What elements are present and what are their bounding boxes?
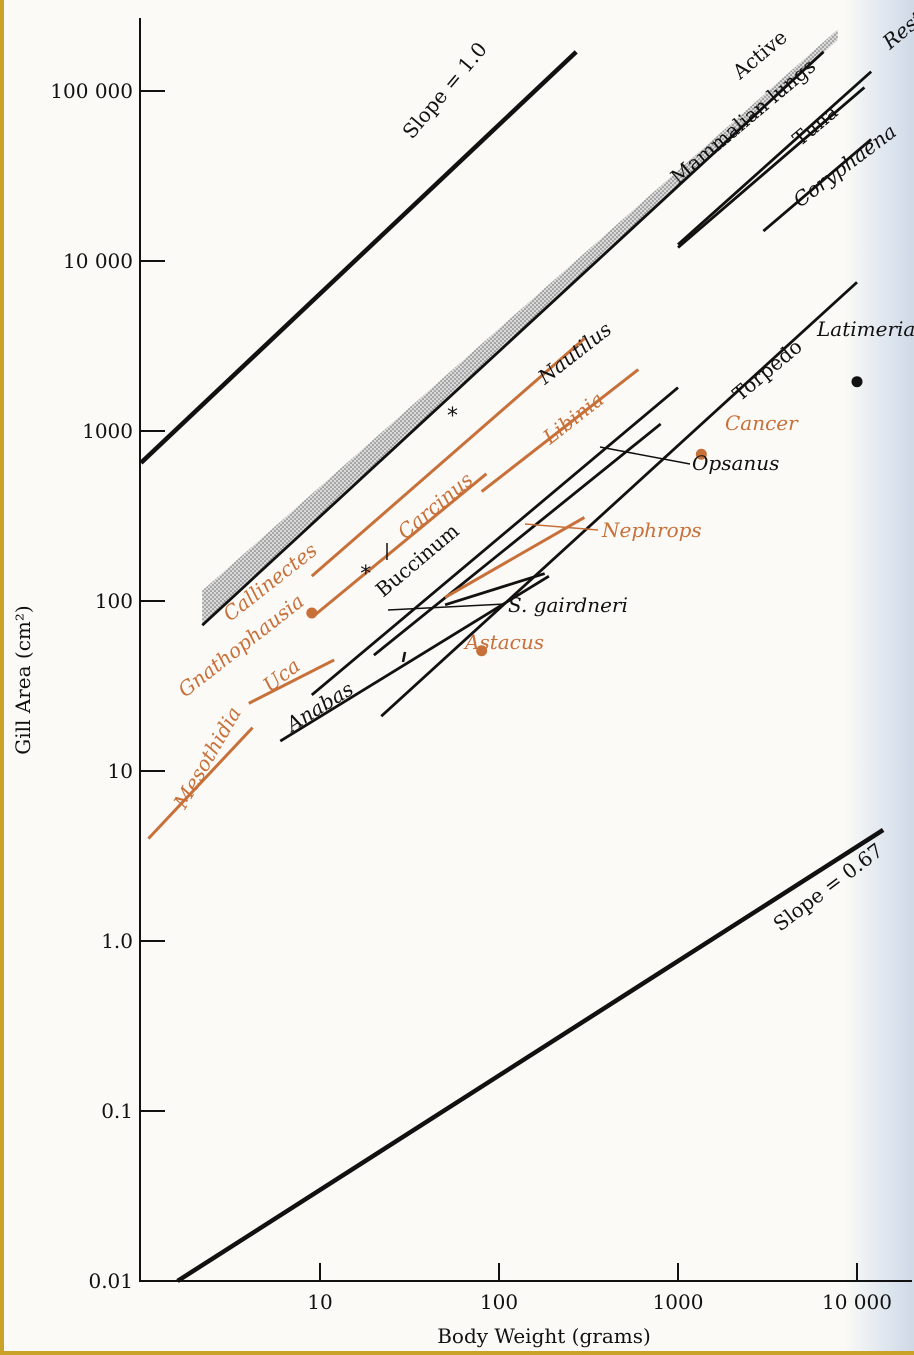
series-line-nephrops — [444, 516, 586, 599]
series-line-callinectes — [310, 337, 586, 578]
lines-layer — [139, 50, 885, 1283]
label-opsanus: Opsanus — [692, 451, 779, 475]
page-edge-shadow — [844, 0, 914, 1351]
series-line-coryphaena — [762, 138, 873, 233]
y-tick-label: 1000 — [82, 419, 133, 443]
leader-lines — [386, 446, 691, 663]
y-tick-label: 100 — [95, 589, 133, 613]
point-cancer — [695, 448, 707, 460]
x-tick-label: 10 000 — [822, 1290, 892, 1314]
label-libinia: Libinia — [538, 387, 609, 450]
ticks — [140, 90, 858, 1282]
labels-layer: Slope = 1.0 Slope = 0.67 Active Mammalia… — [168, 6, 914, 936]
label-tuna: Tuna — [788, 100, 843, 151]
point-latimeria — [851, 376, 863, 388]
label-s-gairdneri: S. gairdneri — [508, 593, 628, 617]
point-buccinum-star: * — [360, 562, 371, 587]
series-line-opsanus — [310, 386, 679, 697]
y-tick-label: 10 000 — [63, 249, 133, 273]
x-tick-label: 100 — [480, 1290, 518, 1314]
points-layer: ** — [306, 376, 863, 657]
page — [4, 0, 914, 1351]
point-astacus — [476, 645, 488, 657]
label-torpedo: Torpedo — [728, 334, 807, 406]
series-line-mesothidia — [147, 726, 254, 840]
series-line-carcinus — [310, 472, 488, 619]
series-line-torpedo — [380, 281, 858, 718]
tick-labels: 0.01 0.1 1.0 10 100 1000 10 000 100 000 10 100 100… — [50, 79, 892, 1314]
s-gairdneri-leader — [387, 603, 506, 611]
x-axis-title: Body Weight (grams) — [437, 1324, 651, 1348]
label-anabas: Anabas — [280, 677, 357, 738]
y-tick-label: 1.0 — [101, 929, 133, 953]
label-nautilus: Nautilus — [533, 317, 617, 390]
label-slope-067: Slope = 0.67 — [769, 838, 888, 936]
band-layer — [202, 29, 838, 626]
mammalian-lungs-band — [202, 29, 838, 626]
point-nautilus-star: * — [447, 404, 458, 429]
series-line-tuna — [677, 86, 866, 249]
series-line-active — [201, 50, 825, 627]
series-line-slope-1-0 — [139, 50, 578, 465]
label-astacus: Astacus — [463, 630, 544, 654]
y-axis-title: Gill Area (cm²) — [11, 605, 35, 754]
x-tick-label: 1000 — [653, 1290, 704, 1314]
y-tick-label: 100 000 — [50, 79, 133, 103]
label-slope-1: Slope = 1.0 — [397, 37, 491, 143]
series-line-rest — [677, 70, 873, 246]
y-tick-label: 0.01 — [88, 1269, 133, 1293]
label-cancer: Cancer — [725, 411, 799, 435]
series-line-buccinum — [373, 422, 662, 657]
label-mesothidia: Mesothidia — [168, 703, 246, 814]
series-line-s-gairdneri — [444, 572, 546, 607]
x-tick-label: 10 — [307, 1290, 332, 1314]
label-uca: Uca — [258, 653, 304, 697]
y-tick-label: 10 — [108, 759, 133, 783]
series-line-libinia — [480, 368, 640, 493]
opsanus-leader — [599, 446, 691, 465]
y-tick-label: 0.1 — [101, 1099, 133, 1123]
axes — [139, 18, 912, 1282]
series-line-slope-0-67 — [176, 828, 885, 1283]
nephrops-leader — [524, 523, 599, 531]
point-callinectes — [306, 607, 318, 619]
label-latimeria: Latimeria — [816, 317, 914, 341]
series-line-gnathophausia — [248, 658, 335, 705]
anabas-tick — [401, 651, 407, 663]
label-nephrops: Nephrops — [601, 518, 702, 542]
label-rest: Rest — [877, 6, 914, 55]
